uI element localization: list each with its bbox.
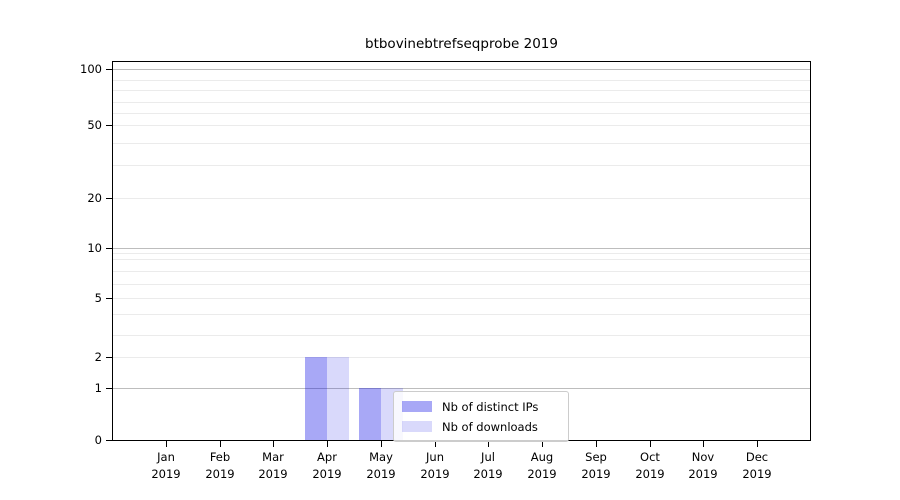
plot-area: Nb of distinct IPs Nb of downloads 0 1 2 5 1…: [80, 61, 811, 481]
y-tick-mark: [106, 197, 113, 199]
x-tick-mark: [326, 440, 328, 447]
y-gridline: [113, 198, 810, 199]
x-tick-label: Sep 2019: [581, 450, 611, 481]
x-tick-label: Nov 2019: [688, 450, 718, 481]
minor-gridline: [113, 335, 810, 336]
y-gridline: [113, 125, 810, 126]
minor-gridline: [113, 314, 810, 315]
y-tick-label: 1: [94, 381, 102, 395]
y-gridline: [113, 357, 810, 358]
legend-item-distinct-ips: Nb of distinct IPs: [402, 398, 560, 415]
x-tick-mark: [702, 440, 704, 447]
bar-distinct-ips: [359, 388, 381, 440]
minor-gridline: [113, 284, 810, 285]
x-tick-label: Aug 2019: [527, 450, 557, 481]
x-tick-mark: [487, 440, 489, 447]
minor-gridline: [113, 113, 810, 114]
x-tick-mark: [595, 440, 597, 447]
bar-distinct-ips: [305, 357, 327, 440]
x-tick-label: Jul 2019: [473, 450, 503, 481]
minor-gridline: [113, 165, 810, 166]
y-tick-mark: [106, 356, 113, 358]
x-tick-label: Dec 2019: [742, 450, 772, 481]
legend-swatch-distinct-ips: [402, 401, 432, 412]
plot-border: [112, 61, 811, 441]
x-tick-mark: [434, 440, 436, 447]
legend-swatch-downloads: [402, 421, 432, 432]
y-gridline: [113, 248, 810, 249]
chart-title: btbovinebtrefseqprobe 2019: [365, 36, 558, 52]
x-tick-mark: [165, 440, 167, 447]
y-gridline: [113, 388, 810, 389]
y-tick-mark: [106, 297, 113, 299]
y-tick-mark: [106, 387, 113, 389]
x-tick-label: Oct 2019: [635, 450, 665, 481]
minor-gridline: [113, 271, 810, 272]
y-tick-label: 5: [94, 291, 102, 305]
x-tick-label: Jun 2019: [420, 450, 450, 481]
y-tick-mark: [106, 439, 113, 441]
x-tick-label: May 2019: [366, 450, 396, 481]
y-tick-label: 50: [87, 118, 102, 132]
bar-downloads: [327, 357, 349, 440]
y-tick-mark: [106, 124, 113, 126]
x-tick-label: Apr 2019: [312, 450, 342, 481]
x-tick-mark: [272, 440, 274, 447]
minor-gridline: [113, 102, 810, 103]
y-tick-mark: [106, 247, 113, 249]
x-tick-mark: [219, 440, 221, 447]
x-tick-mark: [541, 440, 543, 447]
x-tick-mark: [380, 440, 382, 447]
legend: Nb of distinct IPs Nb of downloads: [393, 391, 569, 442]
y-gridline: [113, 298, 810, 299]
legend-label-distinct-ips: Nb of distinct IPs: [442, 399, 539, 414]
legend-item-downloads: Nb of downloads: [402, 418, 560, 435]
y-gridline: [113, 69, 810, 70]
x-tick-label: Mar 2019: [258, 450, 288, 481]
minor-gridline: [113, 143, 810, 144]
x-tick-label: Jan 2019: [151, 450, 181, 481]
y-tick-label: 100: [80, 62, 102, 76]
minor-gridline: [113, 80, 810, 81]
y-tick-label: 20: [87, 191, 102, 205]
y-tick-label: 10: [87, 241, 102, 255]
y-tick-label: 2: [94, 350, 102, 364]
x-tick-mark: [649, 440, 651, 447]
minor-gridline: [113, 253, 810, 254]
y-tick-mark: [106, 68, 113, 70]
y-tick-label: 0: [94, 433, 102, 447]
x-tick-mark: [756, 440, 758, 447]
x-tick-label: Feb 2019: [205, 450, 235, 481]
minor-gridline: [113, 259, 810, 260]
minor-gridline: [113, 90, 810, 91]
legend-label-downloads: Nb of downloads: [442, 419, 538, 434]
